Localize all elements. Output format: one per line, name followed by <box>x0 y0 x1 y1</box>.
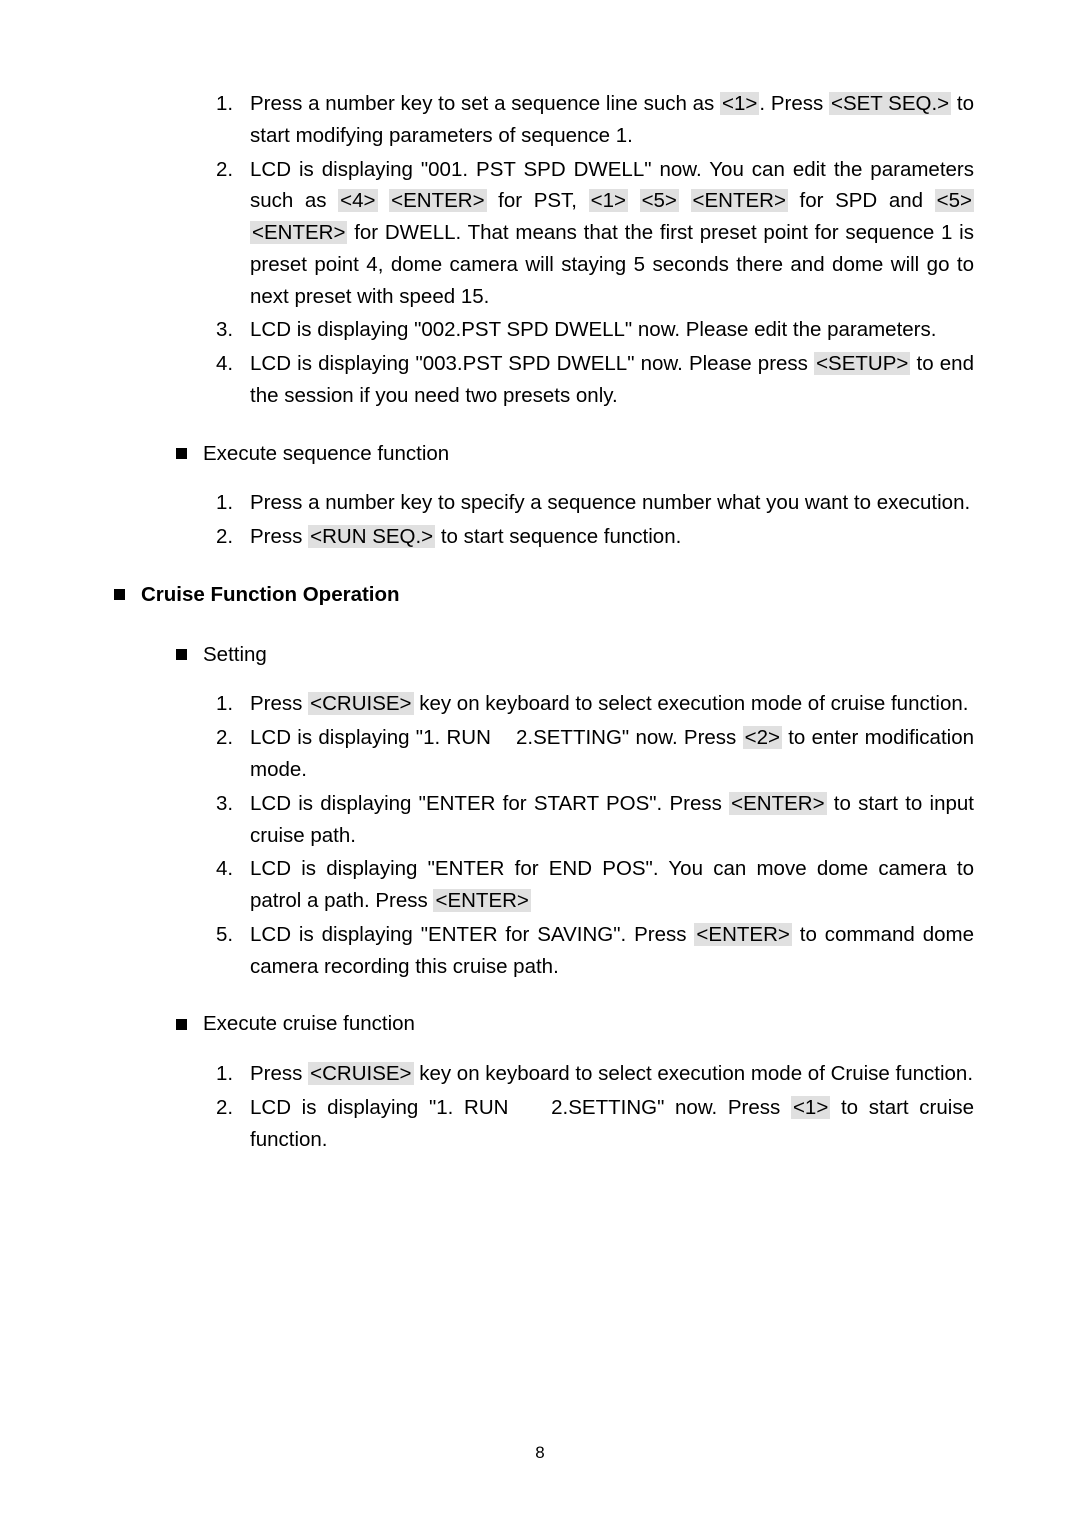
list-item: 1. Press a number key to set a sequence … <box>216 88 974 152</box>
item-number: 3. <box>216 314 250 346</box>
list-item: 1. Press <CRUISE> key on keyboard to sel… <box>216 688 974 720</box>
list-item: 1. Press a number key to specify a seque… <box>216 487 974 519</box>
item-number: 5. <box>216 919 250 983</box>
list-item: 2. LCD is displaying "1. RUN 2.SETTING" … <box>216 722 974 786</box>
item-text: Press a number key to set a sequence lin… <box>250 88 974 152</box>
list-item: 5. LCD is displaying "ENTER for SAVING".… <box>216 919 974 983</box>
key-label: <CRUISE> <box>308 1062 413 1085</box>
item-text: LCD is displaying "1. RUN 2.SETTING" now… <box>250 722 974 786</box>
list-item: 4. LCD is displaying "ENTER for END POS"… <box>216 853 974 917</box>
item-text: LCD is displaying "002.PST SPD DWELL" no… <box>250 314 974 346</box>
item-number: 2. <box>216 154 250 313</box>
item-number: 1. <box>216 1058 250 1090</box>
item-number: 1. <box>216 688 250 720</box>
key-label: <ENTER> <box>729 792 826 815</box>
key-label: <1> <box>791 1096 830 1119</box>
list-item: 4. LCD is displaying "003.PST SPD DWELL"… <box>216 348 974 412</box>
item-text: LCD is displaying "ENTER for SAVING". Pr… <box>250 919 974 983</box>
cruise-setting-list: 1. Press <CRUISE> key on keyboard to sel… <box>216 688 974 982</box>
subheading-execute-sequence: Execute sequence function <box>176 438 974 470</box>
item-text: Press a number key to specify a sequence… <box>250 487 974 519</box>
item-number: 4. <box>216 853 250 917</box>
key-label: <ENTER> <box>694 923 791 946</box>
key-label: <ENTER> <box>389 189 486 212</box>
item-number: 3. <box>216 788 250 852</box>
execute-sequence-list: 1. Press a number key to specify a seque… <box>216 487 974 553</box>
sequence-setting-list: 1. Press a number key to set a sequence … <box>216 88 974 412</box>
key-label: <5> <box>935 189 974 212</box>
key-label: <RUN SEQ.> <box>308 525 435 548</box>
item-number: 1. <box>216 88 250 152</box>
item-text: LCD is displaying "003.PST SPD DWELL" no… <box>250 348 974 412</box>
list-item: 3. LCD is displaying "ENTER for START PO… <box>216 788 974 852</box>
key-label: <ENTER> <box>433 889 530 912</box>
key-label: <2> <box>743 726 782 749</box>
page-number: 8 <box>0 1440 1080 1466</box>
key-label: <ENTER> <box>250 221 347 244</box>
item-text: LCD is displaying "1. RUN 2.SETTING" now… <box>250 1092 974 1156</box>
list-item: 2. LCD is displaying "1. RUN 2.SETTING" … <box>216 1092 974 1156</box>
key-label: <CRUISE> <box>308 692 413 715</box>
list-item: 2. Press <RUN SEQ.> to start sequence fu… <box>216 521 974 553</box>
key-label: <4> <box>338 189 377 212</box>
subheading-execute-cruise: Execute cruise function <box>176 1008 974 1040</box>
item-text: Press <CRUISE> key on keyboard to select… <box>250 1058 974 1090</box>
key-label: <SET SEQ.> <box>829 92 951 115</box>
item-text: Press <CRUISE> key on keyboard to select… <box>250 688 974 720</box>
item-number: 2. <box>216 722 250 786</box>
item-number: 2. <box>216 1092 250 1156</box>
key-label: <1> <box>720 92 759 115</box>
item-number: 2. <box>216 521 250 553</box>
key-label: <SETUP> <box>814 352 910 375</box>
heading-cruise-function: Cruise Function Operation <box>114 579 974 611</box>
item-number: 4. <box>216 348 250 412</box>
item-text: LCD is displaying "001. PST SPD DWELL" n… <box>250 154 974 313</box>
item-text: LCD is displaying "ENTER for END POS". Y… <box>250 853 974 917</box>
list-item: 3. LCD is displaying "002.PST SPD DWELL"… <box>216 314 974 346</box>
key-label: <ENTER> <box>691 189 788 212</box>
key-label: <1> <box>589 189 628 212</box>
subheading-cruise-setting: Setting <box>176 639 974 671</box>
item-number: 1. <box>216 487 250 519</box>
execute-cruise-list: 1. Press <CRUISE> key on keyboard to sel… <box>216 1058 974 1155</box>
item-text: Press <RUN SEQ.> to start sequence funct… <box>250 521 974 553</box>
item-text: LCD is displaying "ENTER for START POS".… <box>250 788 974 852</box>
key-label: <5> <box>640 189 679 212</box>
list-item: 1. Press <CRUISE> key on keyboard to sel… <box>216 1058 974 1090</box>
list-item: 2. LCD is displaying "001. PST SPD DWELL… <box>216 154 974 313</box>
